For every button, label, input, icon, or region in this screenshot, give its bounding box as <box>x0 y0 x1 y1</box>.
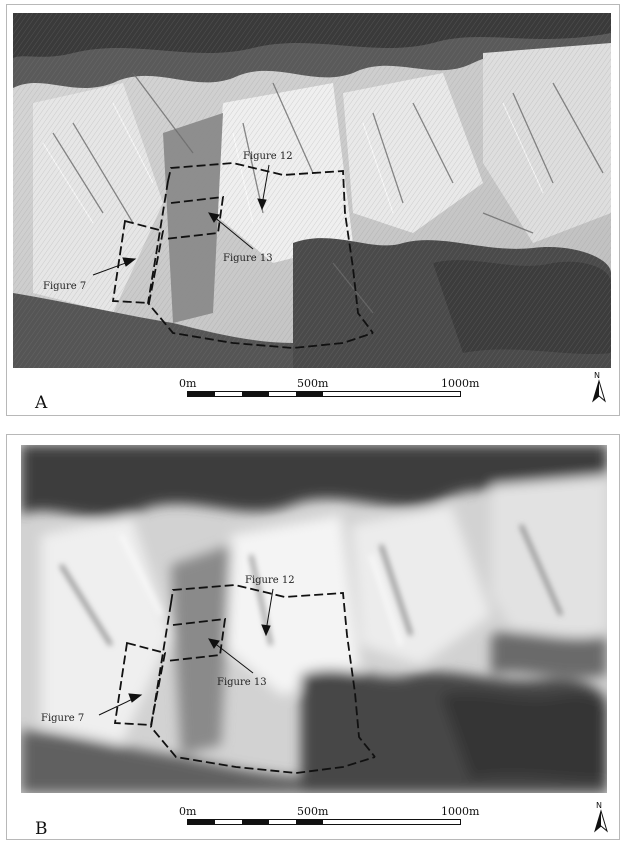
figure-13-label: Figure 13 <box>223 253 273 264</box>
scale-start-label: 0m <box>179 377 197 390</box>
scale-track <box>187 391 461 397</box>
north-arrow-icon: N <box>591 801 611 833</box>
hillshade-map-b: Figure 12 Figure 13 Figure 7 <box>21 445 607 793</box>
figure-13-label: Figure 13 <box>217 677 267 688</box>
study-boundary-b <box>113 584 376 774</box>
figure-7-label: Figure 7 <box>43 281 86 292</box>
north-label: N <box>594 371 600 380</box>
figure-7-label: Figure 7 <box>41 713 84 724</box>
scale-mid-label: 500m <box>297 377 329 390</box>
scale-end-label: 1000m <box>441 377 480 390</box>
figure-12-label: Figure 12 <box>245 575 295 586</box>
scale-track <box>187 819 461 825</box>
north-label: N <box>596 801 602 810</box>
panel-letter: A <box>35 393 48 413</box>
map-panel-b: Figure 12 Figure 13 Figure 7 0m 500m 100… <box>6 434 620 840</box>
scale-mid-label: 500m <box>297 805 329 818</box>
hillshade-map-a: Figure 12 Figure 13 Figure 7 <box>13 13 611 368</box>
panel-letter: B <box>35 819 48 839</box>
scale-start-label: 0m <box>179 805 197 818</box>
scale-end-label: 1000m <box>441 805 480 818</box>
figure-12-label: Figure 12 <box>243 151 293 162</box>
map-panel-a: Figure 12 Figure 13 Figure 7 0m 500m 100… <box>6 4 620 416</box>
study-boundary-a <box>111 162 374 349</box>
north-arrow-icon: N <box>589 371 609 403</box>
